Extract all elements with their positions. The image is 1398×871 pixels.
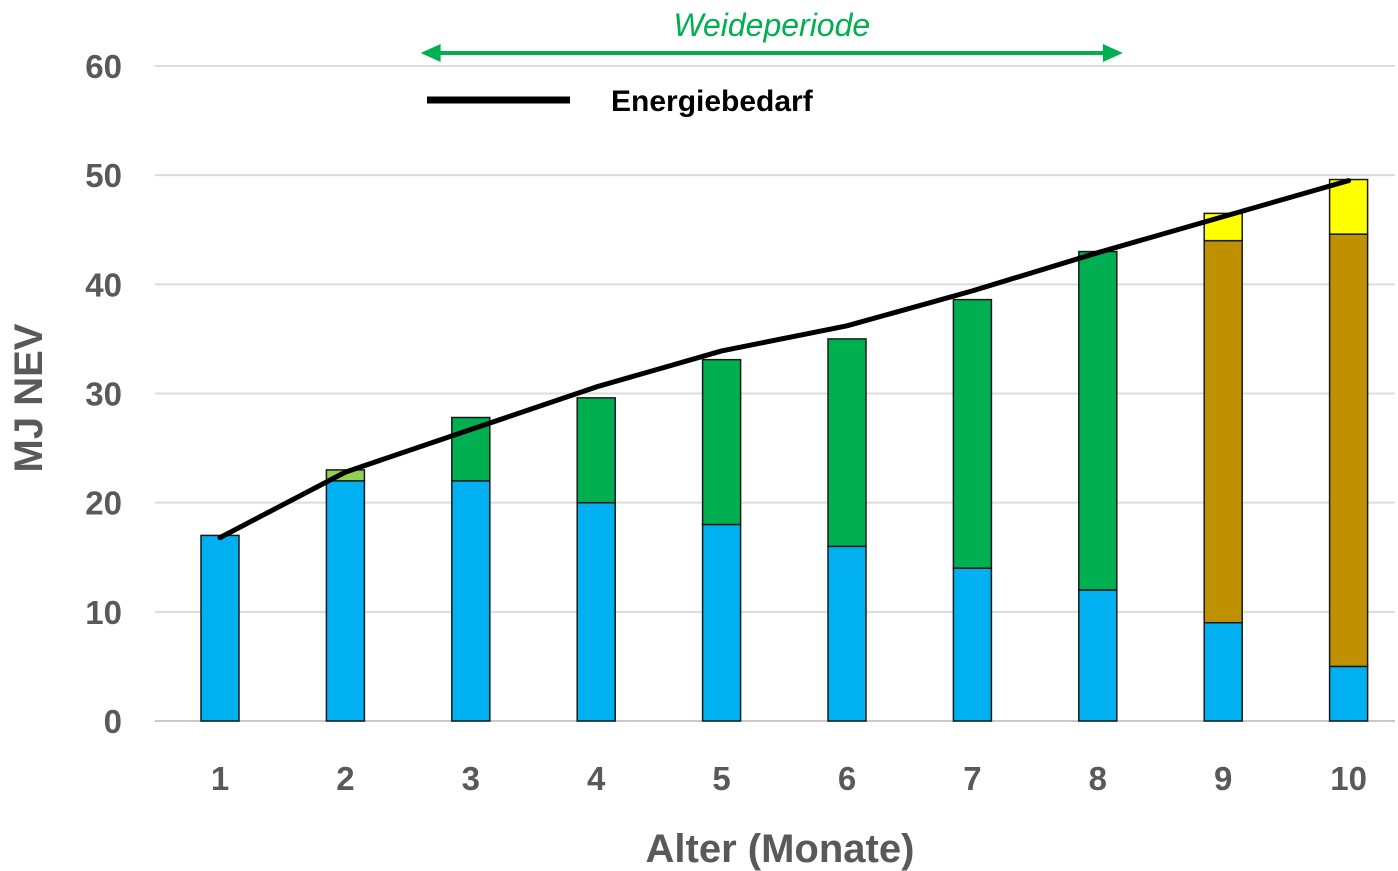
grazing-period-label: Weideperiode [673, 7, 870, 43]
bar-segment-s1-9 [1203, 622, 1243, 722]
y-tick-label-50: 50 [85, 157, 122, 194]
x-tick-label-2: 2 [336, 760, 354, 797]
bar-segment-s1-4 [576, 501, 616, 722]
y-tick-label-30: 30 [85, 376, 122, 413]
x-axis-title: Alter (Monate) [646, 827, 915, 871]
legend: Energiebedarf [427, 85, 814, 118]
bar-segment-s1-10 [1328, 665, 1369, 722]
x-tick-label-7: 7 [963, 760, 981, 797]
bar-segment-s3-8 [1078, 250, 1118, 591]
energy-demand-line-group [217, 178, 1352, 541]
x-tick-label-5: 5 [712, 760, 730, 797]
bar-segment-s4-10 [1328, 233, 1369, 668]
y-tick-labels: 0 10 20 30 40 50 60 [85, 48, 122, 740]
grazing-period-arrowhead-right [1102, 44, 1123, 62]
x-tick-label-4: 4 [587, 760, 606, 797]
bar-segment-s3-6 [827, 338, 867, 548]
y-tick-label-10: 10 [85, 594, 122, 631]
bar-segment-s1-3 [451, 480, 491, 722]
bar-segment-s3-5 [701, 358, 742, 526]
bar-segment-s3-7 [952, 298, 993, 569]
x-tick-label-3: 3 [462, 760, 480, 797]
x-tick-label-8: 8 [1089, 760, 1107, 797]
bar-segment-s1-2 [325, 480, 366, 722]
y-tick-label-20: 20 [85, 485, 122, 522]
grazing-period-arrowhead-left [420, 44, 441, 62]
grazing-period-annotation: Weideperiode [420, 7, 1123, 62]
y-tick-label-40: 40 [85, 266, 122, 303]
bar-segment-s1-1 [200, 534, 240, 722]
y-tick-label-0: 0 [104, 703, 122, 740]
legend-label-energy-demand: Energiebedarf [611, 85, 814, 118]
energy-demand-line [217, 178, 1352, 541]
bar-segment-s1-5 [701, 523, 742, 722]
x-tick-label-1: 1 [211, 760, 229, 797]
bar-segment-s4-9 [1203, 239, 1243, 624]
x-tick-labels: 1 2 3 4 5 6 7 8 9 10 [211, 760, 1367, 797]
bar-segment-s1-7 [952, 567, 993, 722]
bar-segment-s1-8 [1078, 589, 1118, 722]
x-tick-label-6: 6 [838, 760, 856, 797]
y-tick-label-60: 60 [85, 48, 122, 85]
x-tick-label-10: 10 [1330, 760, 1367, 797]
bar-segment-s1-6 [827, 545, 867, 722]
bar-segment-s3-4 [576, 397, 616, 504]
x-tick-label-9: 9 [1214, 760, 1232, 797]
y-axis-title: MJ NEV [7, 323, 51, 472]
bars [200, 178, 1369, 722]
bar-segment-s5-10 [1328, 178, 1369, 235]
